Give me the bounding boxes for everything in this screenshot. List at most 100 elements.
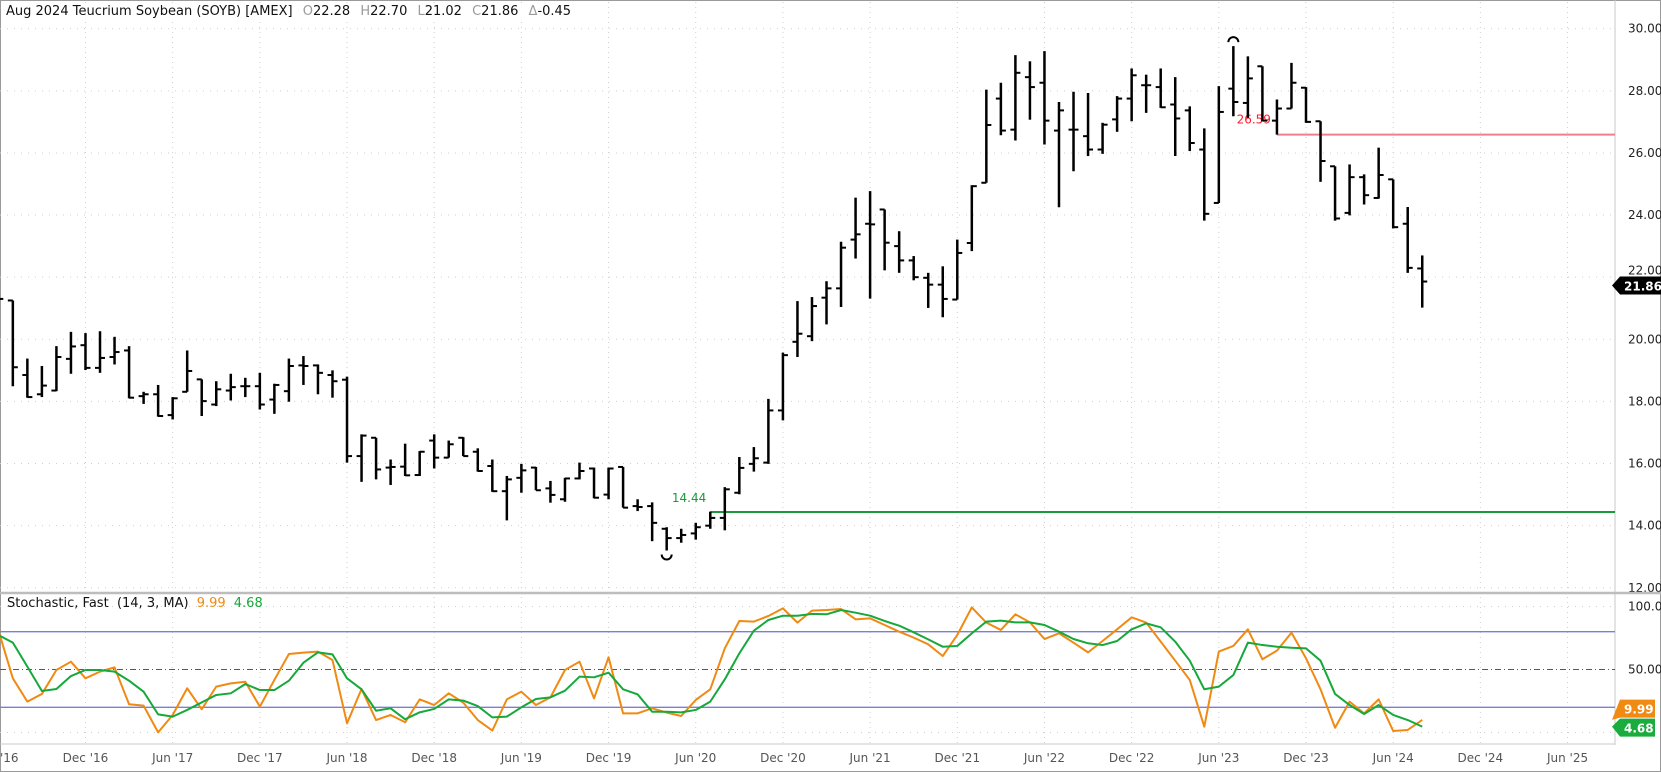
x-tick-label: Dec '17	[237, 751, 283, 765]
price-tick-label: 28.00	[1628, 84, 1661, 98]
stochastic-d-value: 4.68	[233, 596, 263, 611]
price-bar	[690, 522, 701, 540]
low-label: L	[417, 4, 425, 19]
price-bar	[1344, 164, 1355, 216]
stoch-d-line	[0, 609, 1423, 728]
price-bar	[211, 381, 222, 407]
support-label: 14.44	[672, 491, 706, 505]
price-tick-label: 22.00	[1628, 264, 1661, 278]
stoch-d-tag-label: 4.68	[1624, 722, 1654, 736]
open-value: 22.28	[312, 4, 351, 19]
price-tick-label: 24.00	[1628, 208, 1661, 222]
price-bar	[966, 185, 977, 252]
price-bar	[501, 475, 512, 521]
price-bar	[719, 487, 730, 531]
price-bar	[952, 239, 963, 301]
stoch-d-tag	[1612, 718, 1655, 737]
x-tick-label: Dec '22	[1109, 751, 1155, 765]
stochastic-legend: Stochastic, Fast (14, 3, MA) 9.99 4.68	[7, 596, 263, 611]
price-bar	[283, 358, 294, 402]
price-bar	[545, 480, 556, 503]
price-bar	[458, 436, 469, 458]
x-tick-label: Jun '22	[1023, 751, 1065, 765]
price-bar	[7, 299, 18, 387]
price-tick-label: 30.00	[1628, 22, 1661, 36]
price-bar	[167, 397, 178, 420]
price-bar	[865, 191, 876, 299]
price-bar	[516, 463, 527, 493]
low-marker-icon	[660, 554, 673, 561]
price-bar	[894, 231, 905, 273]
close-label: C	[472, 4, 482, 19]
price-bar	[1402, 206, 1413, 273]
price-bar	[1388, 178, 1399, 229]
price-bar	[196, 378, 207, 417]
price-bar	[1068, 91, 1079, 172]
x-tick-label: '16	[0, 751, 19, 765]
price-bar	[298, 356, 309, 385]
x-tick-label: Dec '21	[934, 751, 980, 765]
high-value: 22.70	[370, 4, 408, 19]
stoch-k-tag	[1612, 699, 1655, 720]
price-bar	[429, 434, 440, 469]
price-bar	[1083, 92, 1094, 157]
x-tick-label: Jun '18	[325, 751, 367, 765]
change-value: -0.45	[537, 4, 572, 19]
stoch-k-line	[0, 606, 1423, 734]
price-bar	[1271, 99, 1282, 135]
price-bar	[22, 358, 33, 399]
x-tick-label: Dec '24	[1458, 751, 1504, 765]
price-bar	[559, 477, 570, 502]
price-bar	[109, 336, 120, 365]
stochastic-params: (14, 3, MA)	[116, 596, 189, 611]
high-marker-icon	[1227, 36, 1240, 43]
price-bar	[1213, 86, 1224, 204]
low-value: 21.02	[424, 4, 462, 19]
x-tick-label: Dec '16	[63, 751, 109, 765]
resistance-label: 26.59	[1237, 113, 1271, 127]
stochastic-lines	[0, 606, 1423, 734]
price-bar	[124, 346, 135, 399]
price-bar	[661, 527, 672, 551]
price-bar	[1373, 147, 1384, 199]
price-bar	[748, 447, 759, 472]
x-tick-label: Dec '23	[1283, 751, 1329, 765]
price-bar	[603, 467, 614, 500]
price-bar	[51, 346, 62, 392]
price-bar	[240, 377, 251, 398]
x-tick-label: Jun '20	[674, 751, 716, 765]
price-bar	[225, 373, 236, 401]
price-bar	[806, 297, 817, 342]
price-bar	[1286, 62, 1297, 110]
last-price-tag	[1612, 276, 1661, 295]
price-bar	[821, 281, 832, 325]
price-bar	[472, 448, 483, 472]
open-label: O	[302, 4, 313, 19]
price-bar	[443, 440, 454, 459]
price-bar	[836, 241, 847, 307]
price-bar	[632, 499, 643, 512]
price-bar	[1242, 56, 1253, 118]
price-bar	[1330, 165, 1341, 221]
price-bar	[777, 352, 788, 421]
price-bar	[1170, 77, 1181, 157]
price-bar	[647, 502, 658, 542]
price-bar	[182, 350, 193, 393]
stoch-tick-label: 100.00	[1628, 600, 1661, 614]
price-bar	[327, 370, 338, 398]
price-bar	[1112, 96, 1123, 132]
price-bar	[1053, 102, 1064, 208]
price-bar	[153, 384, 164, 418]
price-bar	[65, 331, 76, 374]
price-bar	[371, 436, 382, 480]
price-bar	[589, 467, 600, 499]
price-tick-label: 12.00	[1628, 581, 1661, 595]
price-bar	[995, 82, 1006, 136]
price-bar	[1257, 65, 1268, 122]
price-bar	[1024, 61, 1035, 120]
x-tick-label: Jun '24	[1372, 751, 1414, 765]
x-tick-label: Jun '17	[151, 751, 193, 765]
stoch-k-tag-label: 9.99	[1624, 703, 1654, 717]
price-bar	[530, 466, 541, 492]
